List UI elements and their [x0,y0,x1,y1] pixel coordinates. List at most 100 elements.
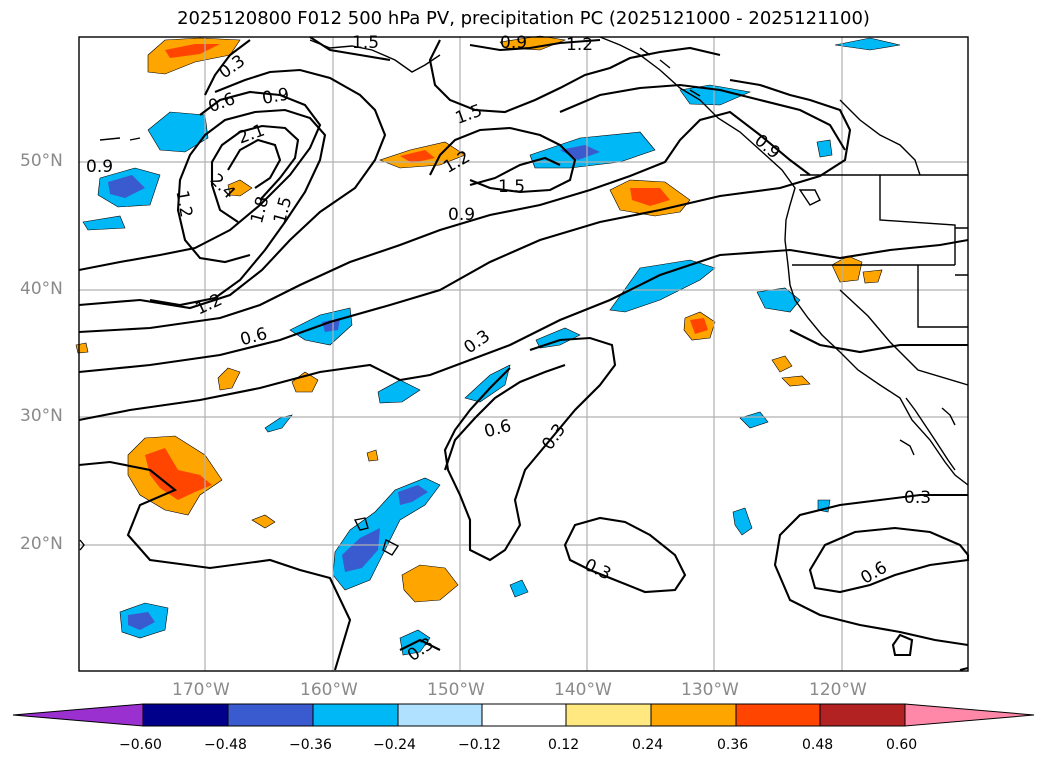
precip-neg-area [609,259,716,313]
contour-line [559,83,846,151]
contour-label: 2.1 [235,120,267,148]
precip-pos-area [366,449,379,462]
lat-label-20n: 20°N [20,534,63,554]
contour-label: 0.6 [857,558,890,589]
precip-neg-area [342,528,380,572]
colorbar-segment [565,703,652,727]
pv-contours [78,36,970,672]
precip-neg-area [560,145,600,160]
contour-label: 0.6 [238,324,269,350]
contour-line [78,238,969,422]
precip-pos-area [75,342,89,354]
contour-line [429,126,577,194]
precip-pos-area [831,255,863,283]
lat-label-40n: 40°N [20,279,63,299]
lon-label-130w: 130°W [681,680,739,700]
precip-neg-area [377,379,421,404]
contour-line [891,633,914,657]
colorbar [12,703,1035,727]
contour-line [443,336,617,562]
precip-pos-area [227,179,253,197]
precip-pos-area [251,514,276,529]
lon-label-140w: 140°W [554,680,612,700]
contour-label: 1.5 [498,177,525,197]
colorbar-tick-label: −0.60 [119,737,162,753]
contour-line [78,110,811,334]
contour-label: 0.6 [482,416,513,442]
colorbar-segment [650,703,737,727]
colorbar-tick-label: 0.48 [802,737,834,753]
contour-line [78,68,387,310]
colorbar-segment [142,703,229,727]
precip-neg-area [756,287,801,313]
contour-line [469,156,561,187]
lon-label-120w: 120°W [809,680,867,700]
precip-neg-area [108,175,145,198]
precip-neg-area [464,364,511,403]
lat-label-30n: 30°N [20,406,63,426]
precip-neg-area [679,84,752,106]
precip-pos-area [781,375,811,387]
precip-pos-area [401,564,459,603]
lon-label-160w: 160°W [300,680,358,700]
colorbar-tick-label: 0.60 [886,737,918,753]
precip-pos-area [145,448,212,500]
precip-pos-area [165,44,220,58]
colorbar-segment [481,703,567,727]
colorbar-segment [819,703,906,727]
colorbar-tick-label: 0.36 [717,737,749,753]
map-frame [78,36,969,672]
contour-label: 0.9 [86,157,113,177]
contour-label: 0.3 [904,488,931,508]
precip-neg-area [732,507,753,536]
contour-label: 1.2 [566,35,593,55]
contour-label: 0.9 [448,205,475,225]
contour-line [428,39,721,114]
contour-label: 2.4 [206,170,239,203]
colorbar-tick-label: −0.36 [289,737,332,753]
precip-pos-area [771,355,793,373]
contour-label: 1.5 [352,33,379,53]
contour-line [959,666,969,672]
colorbar-extend-low [12,703,144,727]
contour-line [204,39,251,96]
precip-neg-area [147,111,209,153]
contour-line [78,78,852,374]
contour-line [444,364,566,471]
contour-line [563,516,687,594]
colorbar-tick-label: 0.12 [548,737,580,753]
precip-pos-area [217,367,241,391]
contour-line [469,38,601,52]
contour-label: 1.5 [270,195,296,226]
colorbar-tick-label: −0.12 [458,737,501,753]
contour-line [78,90,322,272]
precip-pos-area [862,269,883,284]
precip-neg-area [82,215,126,231]
contour-label: 0.9 [261,85,291,109]
contour-line [227,138,282,189]
precip-pos-area [690,318,708,334]
colorbar-segment [227,703,314,727]
contour-label: 0.3 [581,555,614,585]
contour-label: 0.9 [750,131,784,164]
contour-line [78,460,352,671]
colorbar-segment [312,703,399,727]
lat-label-50n: 50°N [20,151,63,171]
coastlines [79,36,969,556]
colorbar-extend-high [904,703,1035,727]
contour-line [808,526,970,594]
contour-line [210,124,300,223]
colorbar-tick-label: −0.48 [204,737,247,753]
precip-neg-area [289,307,353,346]
precip-neg-area [264,414,293,433]
precip-pos-area [400,150,435,163]
colorbar-tick-label: −0.24 [373,737,416,753]
contour-line [789,329,968,354]
precip-pos-area [630,188,670,206]
contour-label: 0.9 [500,33,527,53]
contour-label: 0.6 [206,89,238,117]
colorbar-segment [735,703,821,727]
contour-line [149,108,327,307]
precip-neg-area [834,37,901,51]
